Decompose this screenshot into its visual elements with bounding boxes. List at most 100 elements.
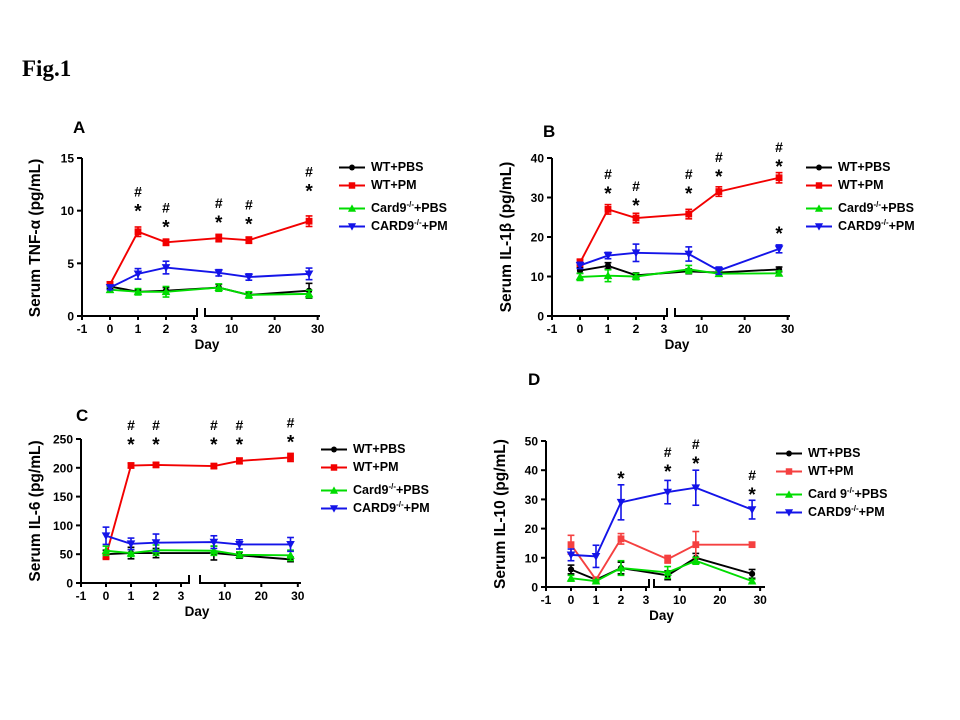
legend-item-circle: WT+PBS: [775, 446, 860, 460]
svg-text:2: 2: [163, 322, 170, 336]
asterisk-annotation: *: [692, 454, 700, 475]
series-marker-icon: [806, 222, 832, 231]
legend-item-label: WT+PM: [808, 464, 854, 478]
svg-text:3: 3: [178, 589, 185, 603]
series-marker-icon: [321, 485, 347, 494]
legend-item-circle: WT+PBS: [805, 160, 890, 174]
asterisk-annotation: *: [210, 435, 218, 456]
legend-item-triangle-down: CARD9-/-+PM: [805, 218, 915, 233]
legend-item-triangle-up: Card9-/-+PBS: [805, 199, 915, 215]
svg-text:10: 10: [61, 204, 75, 218]
svg-text:0: 0: [107, 322, 114, 336]
svg-text:10: 10: [218, 589, 232, 603]
legend-item-square: WT+PM: [805, 178, 883, 192]
svg-text:10: 10: [695, 322, 709, 336]
asterisk-annotation: *: [162, 217, 170, 238]
asterisk-annotation: *: [287, 433, 295, 454]
hash-annotation: #: [685, 166, 693, 182]
hash-annotation: #: [632, 178, 640, 194]
hash-annotation: #: [305, 164, 313, 180]
legend-item-square: WT+PM: [320, 460, 398, 474]
panel-a-letter: A: [73, 118, 86, 137]
asterisk-annotation: *: [775, 224, 783, 245]
significance-annotations: * # * # * # * # * #: [127, 415, 295, 456]
hash-annotation: #: [236, 417, 244, 433]
svg-text:1: 1: [593, 593, 600, 607]
series-marker-icon: [321, 504, 347, 513]
panel-c: C Serum IL-6 (pg/mL) 0 50 100 150 200 250 -1 0 1…: [20, 395, 470, 640]
panel-c-letter: C: [76, 406, 89, 425]
svg-text:1: 1: [605, 322, 612, 336]
series-Card9-/-+PBS: [566, 556, 757, 585]
series-CARD9-/-+PM: [105, 260, 314, 292]
asterisk-annotation: *: [127, 435, 135, 456]
asterisk-annotation: *: [685, 184, 693, 205]
legend-item-label: WT+PBS: [371, 160, 424, 174]
axes: [547, 157, 790, 320]
legend-item-triangle-up: Card 9-/-+PBS: [775, 486, 887, 501]
svg-text:30: 30: [311, 322, 325, 336]
series-WT+PM: [106, 215, 313, 288]
svg-text:2: 2: [618, 593, 625, 607]
svg-text:-1: -1: [547, 322, 558, 336]
series-marker-icon: [339, 203, 365, 212]
svg-text:150: 150: [53, 490, 73, 504]
legend-item-triangle-up: Card9-/-+PBS: [320, 481, 430, 497]
legend-item-label: Card9-/-+PBS: [353, 481, 430, 497]
hash-annotation: #: [215, 195, 223, 211]
svg-text:30: 30: [531, 191, 545, 205]
hash-annotation: #: [692, 436, 700, 452]
hash-annotation: #: [162, 199, 170, 215]
panel-d-legend: WT+PBS WT+PM Card 9-/-+PBS CARD9-/-+PM: [775, 446, 925, 526]
legend-item-label: WT+PBS: [838, 160, 891, 174]
hash-annotation: #: [287, 415, 295, 431]
svg-text:-1: -1: [76, 589, 87, 603]
hash-annotation: #: [134, 184, 142, 200]
svg-text:200: 200: [53, 461, 73, 475]
series-marker-icon: [776, 508, 802, 517]
panel-b-letter: B: [543, 122, 556, 141]
series-CARD9-/-+PM: [566, 469, 757, 569]
svg-text:250: 250: [53, 433, 73, 447]
series-marker-icon: [339, 222, 365, 231]
legend-item-label: WT+PBS: [808, 446, 861, 460]
panel-c-y-axis-label: Serum IL-6 (pg/mL): [27, 440, 44, 582]
svg-text:2: 2: [153, 589, 160, 603]
axes: [541, 440, 765, 591]
svg-text:-1: -1: [77, 322, 88, 336]
legend-item-label: CARD9-/-+PM: [371, 217, 448, 233]
series-marker-icon: [806, 164, 832, 170]
svg-text:15: 15: [61, 152, 75, 166]
svg-text:30: 30: [753, 593, 767, 607]
svg-text:10: 10: [531, 270, 545, 284]
svg-text:40: 40: [531, 152, 545, 166]
significance-annotations: * # * # * # * # * #: [134, 164, 313, 239]
svg-text:0: 0: [568, 593, 575, 607]
series-marker-icon: [321, 446, 347, 452]
asterisk-annotation: *: [236, 435, 244, 456]
svg-text:100: 100: [53, 519, 73, 533]
svg-text:0: 0: [103, 589, 110, 603]
hash-annotation: #: [152, 417, 160, 433]
panel-a-y-axis-label: Serum TNF-α (pg/mL): [27, 158, 44, 318]
panel-b-y-axis-label: Serum IL-1β (pg/mL): [498, 161, 515, 313]
asterisk-annotation: *: [245, 214, 253, 235]
svg-text:30: 30: [781, 322, 795, 336]
panel-a: A Serum TNF-α (pg/mL) 0 5 10 15 -1 0 1 2 3 10 20 30…: [20, 110, 470, 385]
svg-text:-1: -1: [541, 593, 552, 607]
panel-b: B Serum IL-1β (pg/mL) 0 10 20 30 40 -1 0 1 2 3 10 2…: [480, 110, 960, 385]
asterisk-annotation: *: [617, 469, 625, 490]
legend-item-square: WT+PM: [338, 178, 416, 192]
legend-item-square: WT+PM: [775, 464, 853, 478]
svg-text:10: 10: [525, 551, 539, 565]
svg-text:1: 1: [128, 589, 135, 603]
svg-text:20: 20: [268, 322, 282, 336]
legend-item-triangle-down: CARD9-/-+PM: [320, 500, 430, 515]
legend-item-label: Card9-/-+PBS: [838, 199, 915, 215]
significance-annotations: * * # * # * #: [617, 436, 756, 506]
legend-item-label: CARD9-/-+PM: [808, 503, 885, 519]
panel-d-letter: D: [528, 370, 541, 389]
hash-annotation: #: [775, 139, 783, 155]
